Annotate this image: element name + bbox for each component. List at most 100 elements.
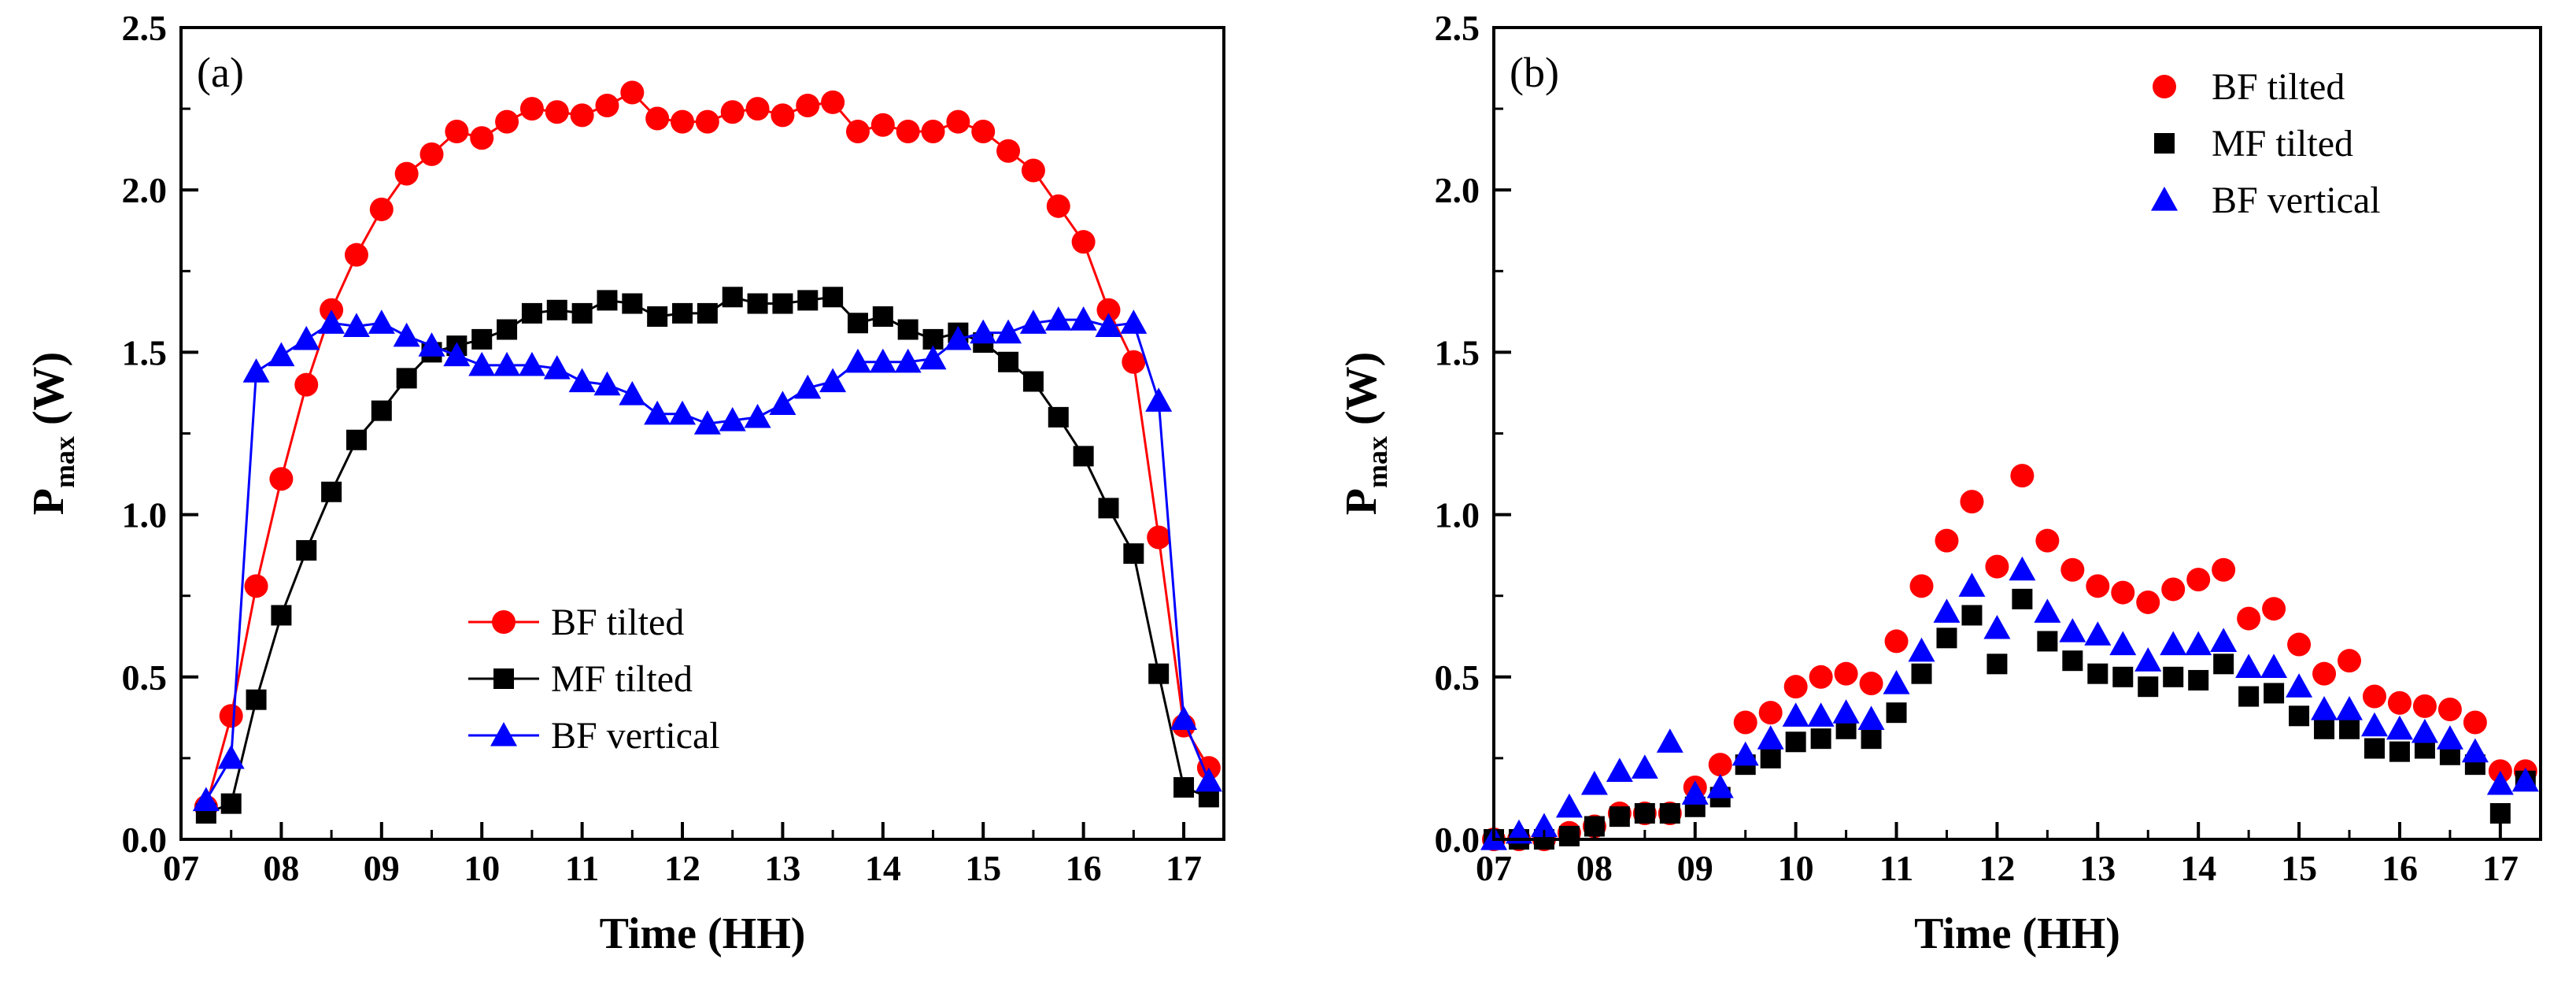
legend: BF tilted MF tilted BF vertical [468, 602, 720, 757]
point-bf_vertical [2336, 696, 2363, 720]
point-bf_tilted [645, 106, 670, 131]
point-mf_tilted [2289, 705, 2310, 727]
point-bf_tilted [2237, 606, 2261, 631]
point-mf_tilted [697, 302, 718, 324]
x-tick-label: 10 [1778, 848, 1814, 888]
point-mf_tilted [998, 351, 1019, 372]
point-mf_tilted [246, 689, 267, 710]
point-mf_tilted [346, 429, 367, 450]
point-bf_vertical [1580, 770, 1608, 795]
point-bf_vertical [342, 313, 370, 338]
y-tick-label: 1.5 [122, 332, 168, 372]
point-bf_vertical [242, 358, 270, 383]
point-bf_tilted [796, 93, 820, 117]
point-bf_vertical [2486, 770, 2514, 795]
point-bf_tilted [2312, 661, 2337, 686]
point-bf_tilted [771, 103, 795, 128]
point-bf_tilted [1909, 574, 1934, 598]
x-axis-title: Time (HH) [1914, 909, 2120, 958]
point-bf_vertical [744, 403, 771, 428]
point-bf_vertical [593, 371, 621, 396]
point-bf_tilted [1096, 298, 1121, 322]
point-bf_vertical [1530, 813, 1558, 838]
point-mf_tilted [396, 368, 417, 389]
point-bf_tilted [2362, 684, 2386, 709]
point-bf_tilted [2186, 568, 2211, 592]
y-tick-label: 2.5 [1435, 8, 1480, 48]
point-bf_tilted [1733, 710, 1757, 735]
point-bf_vertical [1095, 313, 1122, 338]
point-bf_vertical [518, 351, 545, 376]
point-bf_vertical [293, 325, 320, 350]
point-bf_tilted [519, 97, 544, 121]
point-bf_vertical [1908, 637, 1935, 662]
point-mf_tilted [2112, 666, 2134, 687]
point-mf_tilted [296, 539, 317, 561]
point-mf_tilted [1609, 806, 1630, 828]
point-bf_vertical [2411, 718, 2438, 743]
point-bf_tilted [1758, 701, 1783, 725]
point-mf_tilted [1961, 605, 1983, 626]
point-bf_vertical [2311, 696, 2338, 720]
point-bf_tilted [545, 100, 569, 124]
point-bf_vertical [2134, 647, 2162, 672]
x-tick-label: 09 [1677, 848, 1713, 888]
point-bf_vertical [769, 391, 796, 415]
y-tick-label: 2.5 [122, 8, 168, 48]
point-bf_vertical [794, 374, 822, 399]
point-bf_vertical [1505, 819, 1532, 844]
y-axis-title: Pmax (W) [24, 352, 80, 516]
point-mf_tilted [220, 793, 242, 814]
point-bf_tilted [1935, 528, 1959, 553]
point-bf_tilted [2111, 580, 2135, 605]
point-bf_tilted [671, 109, 695, 134]
point-mf_tilted [872, 306, 893, 328]
point-bf_vertical [2286, 673, 2313, 698]
point-bf_vertical [1631, 754, 1658, 779]
point-bf_tilted [1071, 230, 1096, 254]
point-mf_tilted [897, 319, 918, 340]
point-bf_vertical [468, 351, 496, 376]
y-tick-label: 0.0 [122, 820, 168, 860]
point-mf_tilted [1659, 803, 1680, 824]
point-bf_vertical [1656, 728, 1683, 753]
point-bf_vertical [2084, 621, 2112, 646]
point-mf_tilted [1123, 543, 1144, 565]
point-bf_vertical [1070, 306, 1097, 331]
point-bf_tilted [495, 109, 519, 134]
point-bf_tilted [1046, 194, 1070, 218]
point-bf_vertical [1019, 309, 1047, 334]
legend-marker-bf_vertical [2151, 187, 2178, 211]
point-bf_vertical [268, 342, 295, 367]
point-bf_vertical [418, 332, 445, 357]
y-axis-title-main: P [24, 488, 73, 515]
y-axis-title-sub: max [1362, 436, 1393, 488]
point-bf_vertical [2034, 598, 2061, 623]
point-bf_vertical [1807, 702, 1835, 727]
x-tick-label: 07 [163, 848, 199, 888]
point-bf_tilted [971, 119, 996, 143]
point-bf_vertical [819, 368, 847, 393]
point-bf_tilted [344, 243, 368, 267]
point-bf_tilted [244, 574, 268, 598]
point-bf_tilted [2161, 577, 2186, 602]
point-mf_tilted [2363, 738, 2385, 759]
point-bf_vertical [2360, 712, 2388, 737]
point-mf_tilted [1785, 731, 1806, 753]
legend: BF tilted MF tilted BF vertical [2151, 66, 2381, 221]
y-axis-title-unit: (W) [24, 352, 73, 436]
legend-label-bf_tilted: BF tilted [2212, 66, 2345, 108]
point-bf_tilted [2412, 694, 2437, 718]
point-bf_tilted [1809, 665, 1833, 689]
point-bf_vertical [1958, 572, 1986, 597]
legend-label-mf_tilted: MF tilted [551, 658, 693, 700]
point-mf_tilted [772, 293, 793, 314]
point-bf_vertical [919, 345, 947, 370]
point-bf_vertical [619, 381, 646, 405]
point-mf_tilted [1048, 406, 1069, 428]
point-bf_tilted [1985, 554, 2009, 579]
point-mf_tilted [647, 306, 668, 328]
point-bf_tilted [595, 93, 619, 117]
plot-frame [1492, 26, 2542, 841]
